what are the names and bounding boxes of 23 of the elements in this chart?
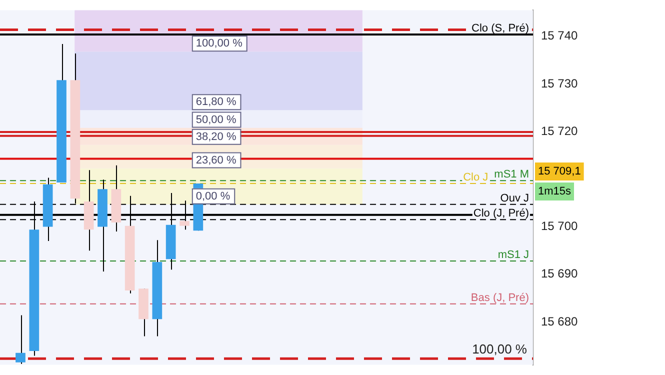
ref-line-label: mS1 M <box>494 168 530 181</box>
annotation: 100,00 % <box>472 341 528 356</box>
band-label: 50,00 % <box>196 114 236 126</box>
band-label: 23,60 % <box>196 154 236 166</box>
candlestick <box>16 314 26 364</box>
ref-line-label: Clo (S, Pré) <box>472 22 530 34</box>
ref-line-label: Clo J <box>463 171 488 184</box>
ref-line-label: Bas (J, Pré) <box>470 292 530 304</box>
text: 15 709,1 <box>538 165 581 178</box>
band-label: 100,00 % <box>196 38 243 50</box>
y-tick-label: 15 740 <box>541 28 578 43</box>
ref-line-label: Clo (J, Pré) <box>473 208 530 220</box>
text: 1m15s <box>538 185 572 198</box>
band-label: 61,80 % <box>196 96 236 108</box>
y-tick-label: 15 690 <box>541 266 578 281</box>
y-tick-label: 15 730 <box>541 76 578 90</box>
y-tick-label: 15 700 <box>541 219 578 234</box>
band-label: 38,20 % <box>196 130 236 143</box>
y-tick-label: 15 720 <box>541 124 578 138</box>
ref-line-label: mS1 J <box>498 249 530 262</box>
y-tick-label: 15 680 <box>541 314 578 328</box>
ref-line-label: Ouv J <box>500 192 530 204</box>
band-label: 0,00 % <box>196 190 230 202</box>
